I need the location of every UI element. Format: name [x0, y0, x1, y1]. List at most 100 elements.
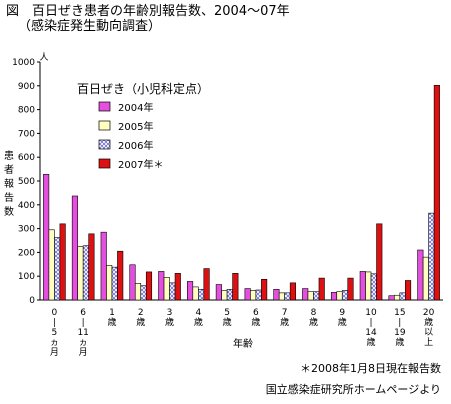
x-tick-label: 6 [253, 308, 259, 318]
bar [261, 278, 268, 301]
legend-swatch [98, 158, 111, 169]
x-tick-label: 9 [339, 308, 345, 318]
legend-swatch [98, 101, 111, 112]
x-tick-label: 歳 [424, 316, 433, 328]
x-tick-label: 19 [394, 328, 406, 338]
x-tick-label: ヵ [79, 338, 88, 348]
x-tick-label: 月 [50, 347, 59, 358]
x-tick-label: 5 [52, 328, 58, 338]
bar [370, 273, 377, 301]
bar [284, 292, 291, 301]
x-tick-label: 3 [167, 308, 173, 318]
bar [145, 271, 153, 301]
bar [187, 281, 194, 301]
bar [376, 223, 383, 301]
x-tick-label: 6 [80, 308, 86, 318]
bar [129, 264, 136, 301]
bar [198, 288, 205, 301]
y-tick-label: 200 [18, 248, 35, 258]
x-tick-label: 歳 [309, 316, 318, 328]
bar [278, 292, 285, 301]
bar [255, 289, 262, 301]
bar [71, 195, 78, 301]
bar [192, 286, 199, 301]
x-tick-label: 15 [394, 308, 405, 318]
y-tick-label: 100 [18, 272, 35, 282]
x-tick-label: 歳 [165, 316, 174, 328]
bar [158, 271, 165, 301]
x-tick-label: 5 [224, 308, 230, 318]
x-tick-label: 1 [109, 308, 115, 318]
y-tick-label: 500 [18, 177, 35, 187]
x-tick-label: 8 [311, 308, 317, 318]
figure-title: 図 百日ぜき患者の年齢別報告数、2004～07年 [6, 4, 290, 19]
bar [203, 268, 210, 301]
x-tick-label: 歳 [280, 316, 289, 328]
x-tick-label: 7 [282, 308, 288, 318]
bar [134, 283, 142, 301]
bar [82, 245, 89, 301]
bar [394, 294, 401, 301]
bar [417, 249, 424, 301]
x-tick-label: 10 [365, 308, 377, 318]
bar [117, 250, 124, 301]
x-tick-label: 20 [423, 308, 435, 318]
footnote: ＊2008年1月8日現在報告数 [300, 362, 441, 375]
x-tick-label: 上 [424, 337, 433, 348]
bar [77, 246, 84, 301]
bar [88, 233, 95, 301]
y-tick-label: 1000 [12, 58, 35, 68]
legend-label: 2005年 [118, 120, 153, 133]
x-tick-label: 歳 [107, 316, 116, 328]
x-tick-label: 月 [79, 347, 88, 358]
bar [359, 271, 366, 301]
bar [169, 282, 176, 301]
bar [428, 212, 435, 301]
bar [226, 288, 233, 301]
bar [405, 280, 412, 301]
legend-swatch [98, 120, 111, 131]
bar [100, 231, 107, 301]
x-tick-label: 0 [52, 308, 58, 318]
x-axis-label: 年齢 [233, 337, 253, 350]
x-tick-label: | [82, 318, 85, 328]
bar [43, 174, 50, 301]
bar [347, 277, 354, 301]
y-tick-label: 0 [29, 296, 35, 306]
bar [106, 265, 113, 301]
bar [330, 292, 338, 301]
x-tick-label: 歳 [395, 336, 404, 348]
x-tick-label: | [398, 318, 401, 328]
bar [307, 291, 314, 301]
bar [59, 223, 66, 301]
source-note: 国立感染症研究所ホームページより [265, 383, 441, 396]
y-tick-label: 600 [18, 153, 35, 163]
bar [433, 85, 440, 301]
bar [232, 273, 239, 301]
x-tick-label: 歳 [223, 316, 232, 328]
bar [111, 266, 118, 301]
x-tick-label: 2 [138, 308, 144, 318]
x-tick-label: 歳 [367, 336, 376, 348]
x-tick-label: 歳 [194, 316, 203, 328]
bar [48, 229, 55, 301]
y-tick-label: 700 [18, 129, 35, 139]
y-tick-label: 300 [18, 225, 35, 235]
x-tick-label: 以 [424, 328, 433, 338]
y-unit-label: 人 [39, 52, 48, 63]
bar [318, 277, 325, 301]
y-tick-label: 400 [18, 201, 35, 211]
bar [399, 292, 406, 301]
bar [273, 288, 280, 301]
bar [313, 291, 320, 301]
legend-label: 2006年 [118, 139, 153, 152]
bar [54, 237, 61, 301]
x-tick-label: 歳 [251, 316, 260, 328]
x-tick-label: | [370, 318, 373, 328]
bar [388, 295, 395, 301]
x-tick-label: ヵ [50, 338, 59, 348]
bar [140, 285, 147, 301]
bar [244, 288, 251, 301]
bar [215, 284, 222, 301]
